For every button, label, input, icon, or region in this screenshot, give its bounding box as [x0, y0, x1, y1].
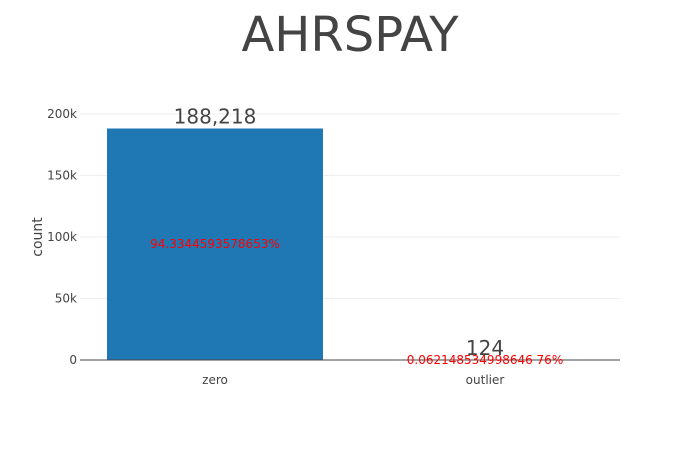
value-label: 124 — [466, 336, 504, 360]
y-tick-label: 0 — [69, 353, 77, 367]
y-tick-label: 100k — [47, 230, 77, 244]
x-axis-ticks: zero outlier — [202, 373, 504, 387]
bars — [107, 128, 593, 360]
percent-label: 0.062148534998646 76% — [407, 353, 563, 367]
chart-title: AHRSPAY — [241, 7, 459, 63]
y-axis-ticks: 0 50k 100k 150k 200k — [47, 107, 77, 367]
y-tick-label: 200k — [47, 107, 77, 121]
y-axis-label: count — [30, 217, 46, 257]
x-tick-label: outlier — [466, 373, 505, 387]
y-tick-label: 50k — [55, 292, 77, 306]
bar-zero — [107, 128, 323, 360]
y-tick-label: 150k — [47, 169, 77, 183]
x-tick-label: zero — [202, 373, 228, 387]
percent-label: 94.3344593578653% — [150, 237, 280, 251]
value-label: 188,218 — [174, 104, 257, 128]
data-labels: 188,218 94.3344593578653% 1240.06214853499… — [150, 104, 563, 367]
